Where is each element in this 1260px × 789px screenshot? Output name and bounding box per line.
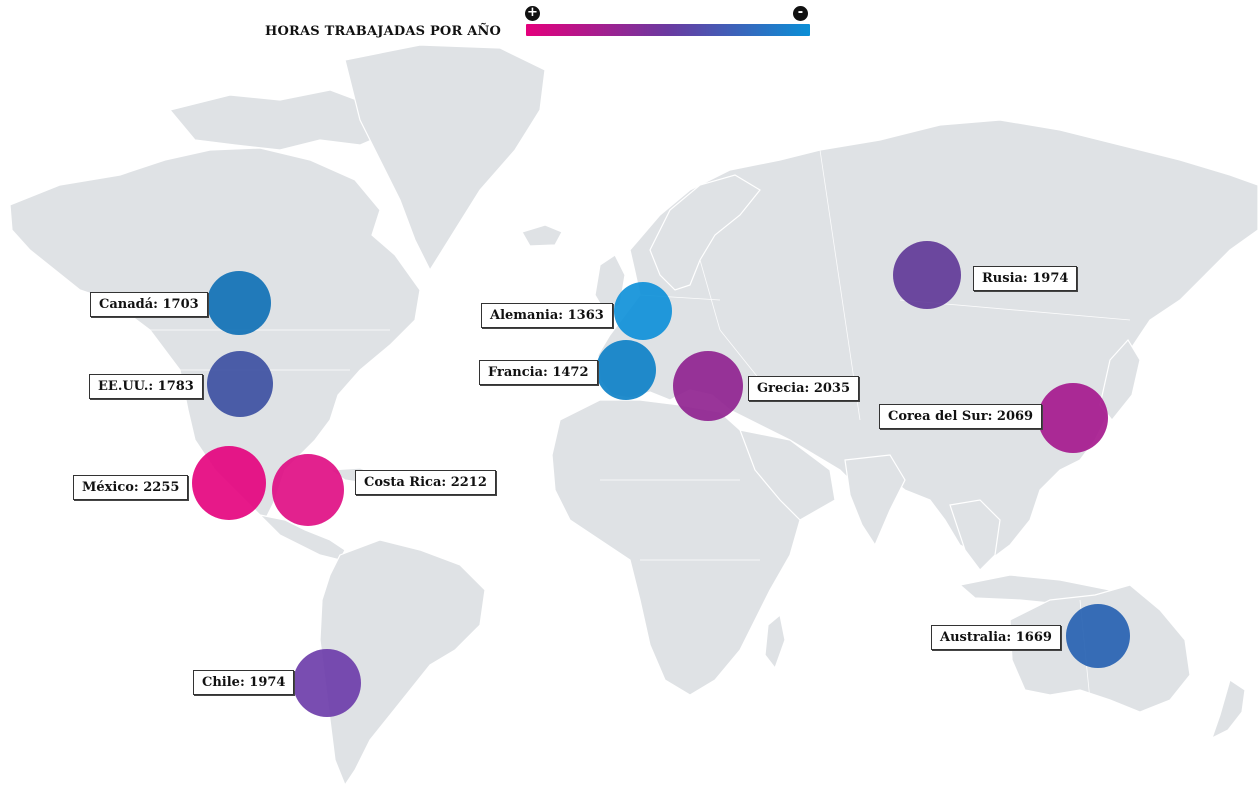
north-america-landmass bbox=[9, 147, 421, 522]
iceland-landmass bbox=[521, 224, 563, 247]
madagascar-island bbox=[764, 613, 786, 670]
legend-minus-icon: - bbox=[793, 6, 808, 21]
indian-subcontinent bbox=[844, 454, 906, 547]
legend-title: HORAS TRABAJADAS POR AÑO bbox=[265, 24, 502, 39]
greenland-landmass bbox=[344, 44, 546, 272]
label-grecia: Grecia: 2035 bbox=[748, 376, 860, 401]
bubble-canada bbox=[207, 271, 271, 335]
eurasia-landmass bbox=[597, 119, 1259, 561]
label-canada: Canadá: 1703 bbox=[90, 292, 208, 317]
bubble-corea-del-sur bbox=[1038, 383, 1108, 453]
label-eeuu: EE.UU.: 1783 bbox=[89, 374, 203, 399]
label-australia: Australia: 1669 bbox=[931, 625, 1061, 650]
label-costa-rica: Costa Rica: 2212 bbox=[355, 470, 496, 495]
scandinavia-landmass bbox=[649, 174, 761, 291]
label-chile: Chile: 1974 bbox=[193, 670, 295, 695]
legend-gradient-bar bbox=[526, 24, 810, 36]
bubble-chile bbox=[293, 649, 361, 717]
bubble-francia bbox=[596, 340, 656, 400]
legend-plus-icon: + bbox=[525, 6, 540, 21]
south-america-landmass bbox=[319, 539, 486, 787]
bubble-alemania bbox=[614, 282, 672, 340]
label-corea-del-sur: Corea del Sur: 2069 bbox=[879, 404, 1043, 429]
southeast-asia bbox=[949, 499, 1001, 571]
label-francia: Francia: 1472 bbox=[479, 360, 598, 385]
label-mexico: México: 2255 bbox=[73, 475, 189, 500]
bubble-eeuu bbox=[207, 351, 273, 417]
label-alemania: Alemania: 1363 bbox=[481, 303, 613, 328]
bubble-australia bbox=[1066, 604, 1130, 668]
bubble-mexico bbox=[192, 446, 266, 520]
label-rusia: Rusia: 1974 bbox=[973, 266, 1078, 291]
bubble-grecia bbox=[673, 351, 743, 421]
new-zealand-islands bbox=[1210, 679, 1246, 740]
bubble-costa-rica bbox=[272, 454, 344, 526]
bubble-rusia bbox=[893, 241, 961, 309]
